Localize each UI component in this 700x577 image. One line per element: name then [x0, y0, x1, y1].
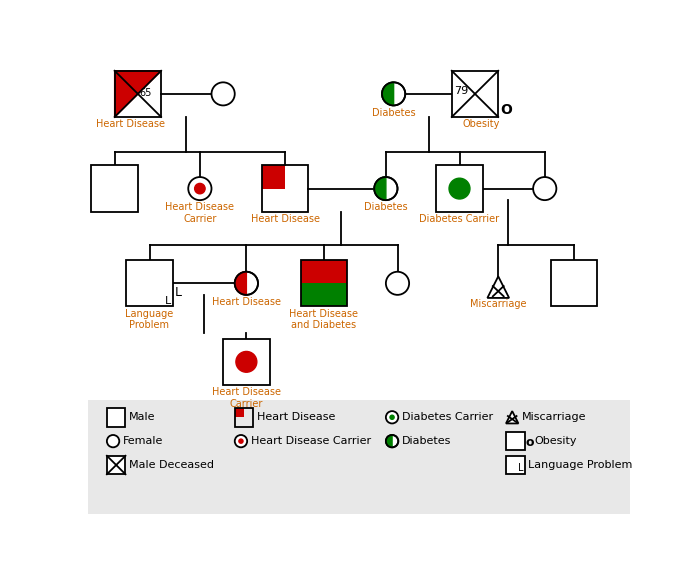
Text: 79: 79 [454, 86, 468, 96]
Circle shape [195, 183, 205, 194]
Text: L: L [165, 295, 172, 306]
Bar [107, 456, 125, 474]
Circle shape [236, 351, 257, 372]
Bar [300, 260, 347, 306]
Circle shape [386, 411, 398, 424]
Text: Diabetes: Diabetes [364, 203, 407, 212]
Text: Diabetes Carrier: Diabetes Carrier [402, 413, 493, 422]
Circle shape [211, 83, 235, 106]
Bar [88, 400, 630, 514]
Circle shape [374, 177, 398, 200]
Text: Heart Disease: Heart Disease [257, 413, 335, 422]
Circle shape [386, 272, 409, 295]
Circle shape [533, 177, 556, 200]
Bar [262, 166, 285, 189]
Bar [300, 283, 347, 306]
Bar [452, 71, 498, 117]
Text: Male: Male [130, 413, 156, 422]
Bar [262, 166, 309, 212]
Text: Obesity: Obesity [463, 119, 500, 129]
Polygon shape [487, 276, 509, 298]
Text: Female: Female [123, 436, 164, 446]
Bar [234, 408, 244, 417]
Bar [223, 339, 270, 385]
Text: o: o [526, 436, 534, 449]
Text: Diabetes Carrier: Diabetes Carrier [419, 214, 500, 224]
Text: Heart Disease
Carrier: Heart Disease Carrier [212, 387, 281, 409]
Bar [300, 260, 347, 283]
Text: Diabetes: Diabetes [402, 436, 452, 446]
Text: Heart Disease: Heart Disease [251, 214, 320, 224]
Bar [506, 432, 524, 451]
Circle shape [389, 414, 395, 420]
Text: Male Deceased: Male Deceased [130, 460, 214, 470]
Text: Heart Disease
and Diabetes: Heart Disease and Diabetes [289, 309, 358, 330]
Text: L: L [518, 463, 524, 473]
Text: Heart Disease Carrier: Heart Disease Carrier [251, 436, 371, 446]
Wedge shape [386, 435, 392, 447]
Wedge shape [382, 83, 393, 106]
Circle shape [382, 83, 405, 106]
Text: Diabetes: Diabetes [372, 108, 415, 118]
Text: Miscarriage: Miscarriage [522, 413, 587, 422]
Circle shape [107, 435, 119, 447]
Text: L: L [174, 286, 181, 299]
Text: O: O [500, 103, 512, 117]
Circle shape [234, 435, 247, 447]
Text: Heart Disease
Carrier: Heart Disease Carrier [165, 203, 234, 224]
Circle shape [449, 178, 470, 199]
Wedge shape [234, 272, 246, 295]
Circle shape [188, 177, 211, 200]
Polygon shape [506, 411, 519, 424]
Bar [506, 456, 524, 474]
Text: 65: 65 [139, 88, 152, 99]
Bar [551, 260, 598, 306]
Polygon shape [115, 71, 161, 117]
Circle shape [234, 272, 258, 295]
Text: Heart Disease: Heart Disease [212, 297, 281, 307]
Text: Miscarriage: Miscarriage [470, 299, 526, 309]
Text: Language Problem: Language Problem [528, 460, 633, 470]
Bar [115, 71, 161, 117]
Circle shape [238, 439, 244, 444]
Circle shape [386, 435, 398, 447]
Bar [92, 166, 138, 212]
Text: Obesity: Obesity [534, 436, 576, 446]
Text: Heart Disease: Heart Disease [96, 119, 164, 129]
Bar [126, 260, 173, 306]
Wedge shape [374, 177, 386, 200]
Text: Language
Problem: Language Problem [125, 309, 174, 330]
Bar [234, 408, 253, 426]
Bar [107, 408, 125, 426]
Bar [436, 166, 483, 212]
